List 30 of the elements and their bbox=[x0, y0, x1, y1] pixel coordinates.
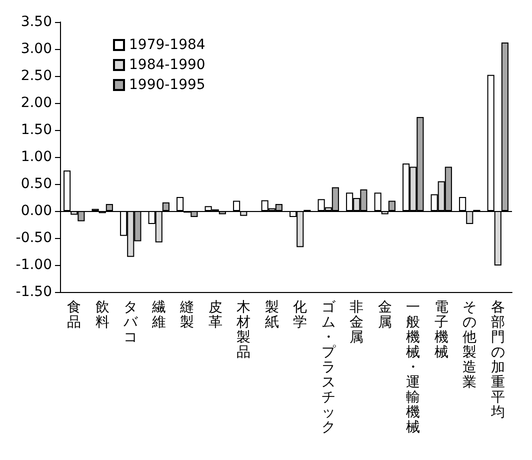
y-tick-label: 2.50 bbox=[20, 68, 52, 84]
y-tick-label: 1.50 bbox=[20, 122, 52, 138]
y-tick-label: 2.00 bbox=[20, 95, 52, 111]
y-tick-label: -1.00 bbox=[16, 257, 52, 273]
legend-label: 1990-1995 bbox=[129, 77, 206, 93]
legend-label: 1984-1990 bbox=[129, 57, 206, 73]
y-tick-label: 3.00 bbox=[20, 41, 52, 57]
y-tick-label: 3.50 bbox=[20, 14, 52, 30]
x-tick-label: 金属 bbox=[378, 300, 392, 330]
x-tick-label: 食品 bbox=[67, 300, 82, 330]
legend-label: 1979-1984 bbox=[129, 37, 206, 53]
category-label: 一般機械・運輸機械 bbox=[406, 300, 420, 436]
y-tick-label: -0.50 bbox=[16, 230, 52, 246]
category-label: ゴム・プラスチック bbox=[321, 300, 336, 436]
x-tick-label: 皮革 bbox=[208, 300, 222, 330]
x-tick-label: 化学 bbox=[293, 300, 308, 330]
x-tick-label: 電子機械 bbox=[434, 300, 448, 360]
x-tick-label: 木材製品 bbox=[236, 300, 251, 360]
x-tick-label: 飲料 bbox=[95, 300, 110, 330]
y-tick-label: -1.50 bbox=[16, 284, 52, 300]
x-tick-label: 繊維 bbox=[150, 300, 166, 330]
x-tick-label: その他製造業 bbox=[462, 300, 477, 390]
x-tick-label: 製紙 bbox=[264, 300, 279, 330]
x-tick-label: タバコ bbox=[122, 300, 139, 346]
x-tick-label: 各部門の加重平均 bbox=[490, 300, 505, 420]
x-tick-label: 縫製 bbox=[179, 300, 194, 330]
y-tick-label: 0.50 bbox=[20, 176, 52, 192]
x-tick-label: 非金属 bbox=[350, 300, 364, 346]
y-tick-label: 0.00 bbox=[20, 203, 52, 219]
y-tick-label: 1.00 bbox=[20, 149, 52, 165]
